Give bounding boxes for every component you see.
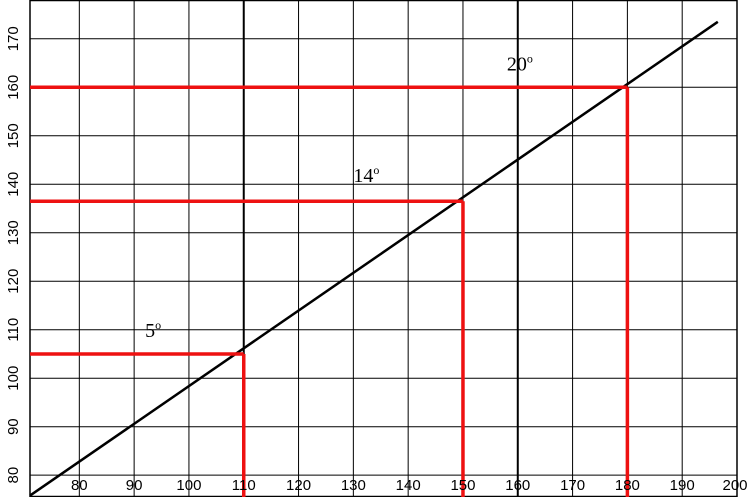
tick-label-layer: 80 90 100 110 120 130 140 150 160 170 180 190 200 80 9… [5,26,748,494]
x-tick-label-140: 140 [396,477,421,494]
annotation-150: 14o [353,163,379,187]
y-tick-label-110: 110 [5,318,22,342]
x-tick-label-170: 170 [560,477,585,494]
annotation-110: 5o [145,318,161,342]
annotation-degree-150: o [373,163,379,177]
x-tick-label-120: 120 [286,477,311,494]
x-tick-label-80: 80 [71,477,88,494]
annotation-degree-110: o [155,318,161,332]
x-tick-label-200: 200 [722,477,747,494]
y-tick-label-120: 120 [5,269,22,294]
series-line-0 [29,20,719,497]
series-layer [29,20,719,497]
x-tick-label-130: 130 [341,477,366,494]
x-tick-label-110: 110 [232,477,256,494]
y-tick-label-100: 100 [5,366,22,391]
y-tick-label-130: 130 [5,220,22,245]
annotation-180: 20o [507,51,533,75]
y-tick-label-90: 90 [5,418,22,435]
x-tick-label-150: 150 [450,477,475,494]
x-tick-label-90: 90 [126,477,143,494]
y-tick-label-160: 160 [5,75,22,100]
annotation-degree-180: o [527,51,533,65]
y-tick-label-80: 80 [5,467,22,484]
y-tick-label-140: 140 [5,172,22,197]
x-tick-label-190: 190 [670,477,695,494]
y-tick-label-150: 150 [5,123,22,148]
marker-layer: 5o 14o 20o [30,51,630,497]
y-tick-label-170: 170 [5,26,22,51]
x-tick-label-160: 160 [505,477,530,494]
x-tick-label-100: 100 [176,477,201,494]
x-tick-label-180: 180 [615,477,640,494]
